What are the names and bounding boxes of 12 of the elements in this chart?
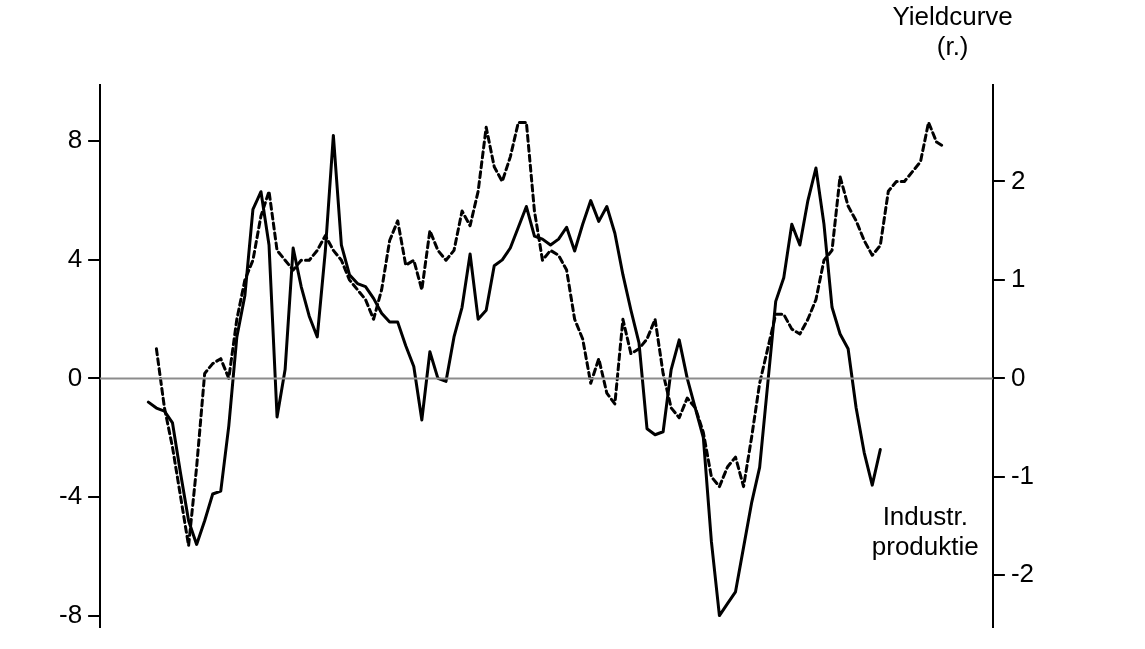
y-tick-label: -4: [58, 480, 83, 511]
y2-tick-label: -2: [1010, 558, 1035, 589]
y-tick-label: 8: [67, 124, 83, 155]
y2-tick-label: -1: [1010, 459, 1035, 490]
y-tick-label: 0: [67, 361, 83, 392]
text: Yieldcurve (r.): [892, 1, 1013, 61]
y2-tick-label: 1: [1010, 263, 1026, 294]
y2-tick-label: 0: [1010, 361, 1026, 392]
series-label: Industr. produktie: [871, 500, 979, 561]
y2-tick-label: 2: [1010, 164, 1026, 195]
y-tick-label: -8: [58, 598, 83, 629]
y-tick-label: 4: [67, 243, 83, 274]
